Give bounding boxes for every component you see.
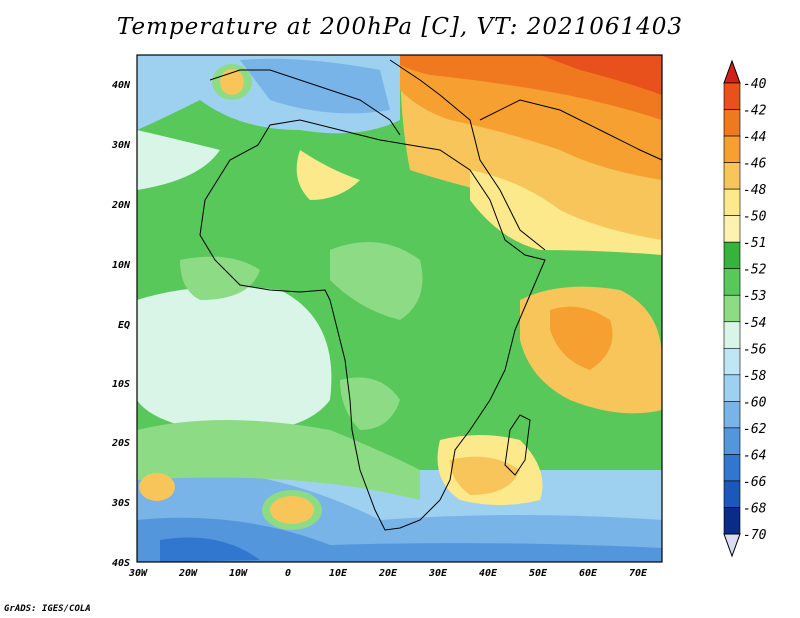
- temperature-field: [137, 55, 662, 562]
- colorbar-box: [723, 427, 741, 455]
- lon-label-30w: 30W: [128, 568, 148, 579]
- colorbar-label: -66: [743, 475, 767, 490]
- colorbar-box: [723, 401, 741, 429]
- grads-credit: GrADS: IGES/COLA: [4, 604, 91, 614]
- lon-label-60e: 60E: [579, 568, 598, 579]
- lon-label-70e: 70E: [629, 568, 648, 579]
- colorbar-box: [723, 268, 741, 296]
- colorbar-box: [723, 294, 741, 323]
- colorbar-box: [723, 162, 741, 190]
- lat-label-30s: 30S: [111, 498, 130, 509]
- colorbar-label: -42: [743, 104, 767, 119]
- lat-label-eq: EQ: [118, 320, 130, 331]
- lon-label-20e: 20E: [378, 568, 398, 579]
- lon-label-30e: 30E: [428, 568, 448, 579]
- lon-label-0: 0: [285, 568, 291, 579]
- colorbar-box: [723, 374, 741, 402]
- colorbar-box: [723, 109, 741, 137]
- coastlines: [199, 59, 663, 531]
- lon-label-50e: 50E: [529, 568, 548, 579]
- colorbar-box: [723, 347, 741, 376]
- plot-frame: [136, 54, 663, 563]
- lat-label-20n: 20N: [111, 200, 131, 211]
- colorbar-label: -52: [743, 263, 767, 278]
- colorbar-box: [723, 480, 741, 508]
- colorbar-label: -58: [743, 369, 767, 384]
- lat-label-40s: 40S: [112, 558, 130, 569]
- colorbar-label: -53: [743, 289, 766, 304]
- lat-label-20s: 20S: [111, 438, 130, 449]
- longitude-axis: 30W 20W 10W 0 10E 20E 30E 40E 50E 60E 70…: [128, 568, 648, 579]
- colorbar-box: [723, 82, 741, 110]
- colorbar-label: -64: [743, 448, 766, 463]
- lat-label-10n: 10N: [112, 260, 131, 271]
- lon-label-10w: 10W: [229, 568, 248, 579]
- colorbar-label: -40: [743, 77, 767, 92]
- colorbar-label: -54: [743, 316, 766, 331]
- colorbar-label: -62: [743, 422, 767, 437]
- colorbar-box: [723, 321, 741, 349]
- colorbar-label: -50: [743, 210, 767, 225]
- colorbar-label: -48: [743, 183, 767, 198]
- colorbar-label: -68: [743, 501, 767, 516]
- colorbar-label: -51: [743, 236, 766, 251]
- colorbar-box: [723, 188, 741, 216]
- colorbar-label: -60: [743, 395, 767, 410]
- colorbar: -40 -42 -44 -46 -48 -50 -51 -52 -53 -54 -56 -58 -60 -…: [723, 59, 767, 558]
- colorbar-label: -44: [743, 130, 766, 145]
- colorbar-label: -56: [743, 342, 767, 357]
- lat-label-30n: 30N: [111, 140, 131, 151]
- colorbar-top-arrow: [723, 59, 741, 84]
- colorbar-box: [723, 135, 741, 163]
- lon-label-10e: 10E: [329, 568, 348, 579]
- colorbar-box: [723, 454, 741, 482]
- colorbar-box: [723, 241, 741, 270]
- latitude-axis: 40N 30N 20N 10N EQ 10S 20S 30S 40S: [111, 80, 131, 569]
- colorbar-box: [723, 215, 741, 243]
- colorbar-label: -46: [743, 157, 767, 172]
- lat-label-10s: 10S: [112, 379, 130, 390]
- colorbar-label: -70: [743, 528, 767, 543]
- lon-label-40e: 40E: [479, 568, 498, 579]
- colorbar-bottom-arrow: [723, 533, 741, 558]
- map-title: Temperature at 200hPa [C], VT: 202106140…: [116, 14, 684, 40]
- colorbar-box: [723, 507, 741, 535]
- lon-label-20w: 20W: [178, 568, 198, 579]
- lat-label-40n: 40N: [112, 80, 131, 91]
